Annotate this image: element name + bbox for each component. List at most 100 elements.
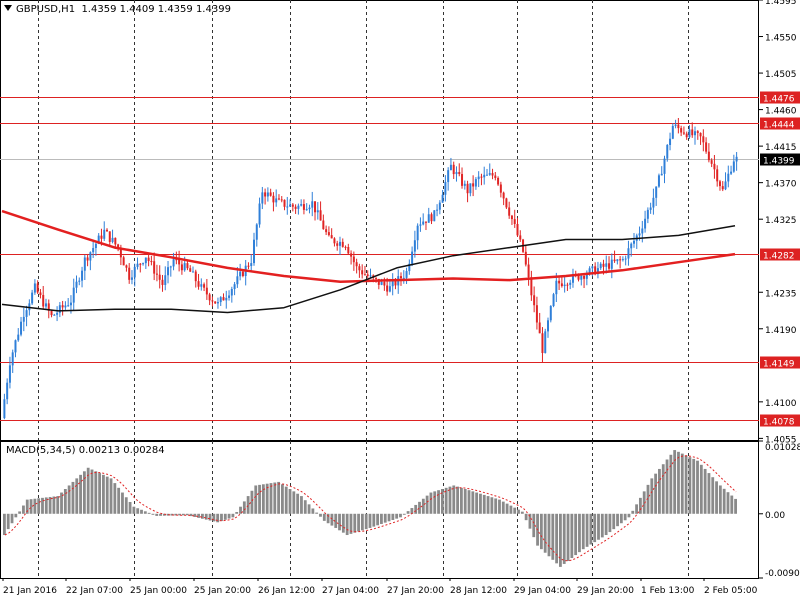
macd-bar (471, 491, 475, 514)
candle-body (69, 302, 72, 306)
y-tick-label: 1.4595 (765, 0, 797, 7)
current-price-label: 1.4399 (763, 157, 795, 167)
candle-body (680, 128, 683, 133)
macd-bar (448, 486, 452, 514)
candle-body (194, 271, 197, 282)
candle-body (203, 284, 206, 288)
candle-body (641, 228, 644, 234)
candle-body (94, 243, 97, 249)
candle-body (549, 306, 552, 321)
macd-bar (696, 460, 699, 514)
macd-bar (303, 500, 307, 514)
candle-body (694, 131, 697, 136)
candle-body (327, 232, 330, 236)
macd-bar (703, 468, 707, 514)
macd-bar (555, 513, 559, 564)
candle-body (627, 248, 630, 259)
candle-body (721, 186, 724, 190)
candle-body (519, 235, 522, 240)
x-tick-label: 26 Jan 12:00 (258, 586, 315, 596)
macd-bar (181, 513, 185, 516)
candle-body (366, 274, 369, 277)
candle-body (42, 295, 45, 307)
candle-body (255, 224, 258, 240)
macd-bar (475, 492, 479, 514)
candle-body (325, 229, 328, 233)
price-panel-frame (0, 0, 759, 441)
candle-body (44, 303, 47, 307)
candle-body (585, 274, 588, 279)
y-tick-label: 1.4370 (765, 180, 797, 190)
candle-body (8, 365, 11, 383)
macd-bar (3, 513, 6, 536)
macd-bar (109, 478, 113, 514)
macd-bar (551, 513, 555, 560)
candle-body (494, 175, 497, 178)
macd-bar (155, 513, 159, 516)
candle-body (735, 156, 738, 162)
macd-bar (597, 513, 600, 540)
level-label-box (760, 356, 800, 369)
macd-bar (212, 513, 216, 522)
dropdown-triangle-icon[interactable] (4, 5, 12, 11)
candle-body (610, 259, 613, 269)
macd-bar (498, 499, 501, 514)
candle-body (153, 261, 156, 274)
x-tick-label: 29 Jan 20:00 (577, 586, 634, 596)
macd-bar (638, 497, 642, 514)
candle-body (713, 163, 716, 170)
macd-bar (124, 497, 128, 514)
candle-body (644, 218, 647, 229)
macd-bar (136, 508, 140, 514)
candle-body (544, 331, 547, 354)
macd-bar (608, 513, 612, 533)
candle-body (53, 314, 56, 316)
macd-bar (41, 497, 44, 514)
x-tick-label: 28 Jan 12:00 (450, 586, 507, 596)
candle-body (128, 267, 131, 280)
candle-body (144, 257, 147, 264)
candle-body (413, 240, 416, 252)
macd-bar (170, 513, 174, 516)
candle-body (416, 225, 419, 241)
candle-body (330, 235, 333, 239)
candle-body (211, 300, 214, 302)
candle-body (352, 256, 355, 263)
macd-bar (654, 473, 658, 514)
y-tick-label: 1.4550 (765, 34, 797, 44)
candle-body (241, 271, 244, 276)
macd-bar (456, 486, 459, 514)
macd-bar (680, 453, 684, 514)
candle-body (691, 129, 694, 136)
candle-body (499, 184, 502, 193)
candle-body (400, 276, 403, 279)
candle-body (311, 201, 314, 208)
macd-bar (319, 513, 322, 517)
x-tick-label: 2 Feb 05:00 (704, 586, 758, 596)
candle-body (497, 177, 500, 185)
macd-bar (414, 504, 418, 514)
candle-body (613, 259, 616, 262)
macd-bar (433, 491, 437, 514)
candle-body (510, 215, 513, 220)
candle-body (183, 263, 186, 271)
candle-body (488, 173, 491, 175)
macd-bar (254, 485, 258, 514)
candle-body (480, 176, 483, 178)
candle-body (663, 158, 666, 174)
candle-body (39, 292, 42, 296)
macd-bar (734, 498, 737, 514)
candle-body (652, 197, 655, 208)
candle-body (688, 129, 691, 138)
macd-bar (277, 481, 281, 514)
candle-body (117, 244, 120, 248)
candle-body (283, 199, 286, 207)
macd-bar (722, 488, 726, 514)
candle-body (197, 281, 200, 287)
candle-body (167, 267, 170, 276)
candle-body (388, 286, 391, 292)
candle-body (433, 210, 436, 222)
macd-bar (22, 505, 25, 514)
candle-body (81, 270, 84, 281)
